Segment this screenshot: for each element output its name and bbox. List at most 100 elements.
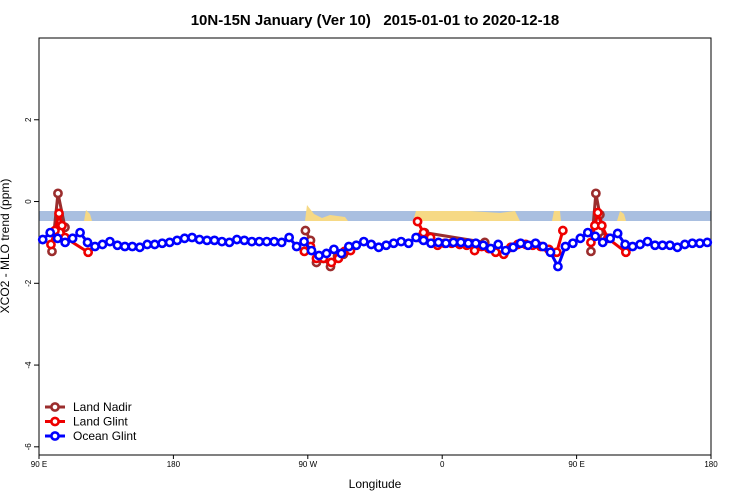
data-point (538, 241, 548, 252)
data-point (575, 233, 586, 244)
data-point (478, 240, 489, 251)
land-patch (413, 211, 520, 221)
data-point (441, 238, 451, 249)
x-axis-label: Longitude (349, 477, 402, 491)
data-point (687, 238, 698, 249)
data-point (217, 236, 227, 247)
data-point (321, 248, 332, 259)
data-point (557, 225, 568, 236)
x-tick-label: 90 E (31, 460, 47, 469)
data-point (650, 240, 660, 251)
land-mask (39, 205, 711, 221)
y-tick-label: 2 (24, 117, 33, 122)
data-point (702, 237, 713, 248)
x-tick-label: 0 (440, 460, 445, 469)
data-point (567, 238, 578, 249)
data-point (418, 235, 429, 246)
data-point (412, 216, 423, 227)
data-point (300, 225, 311, 236)
data-point (82, 237, 93, 248)
data-point (209, 235, 220, 246)
data-point (67, 233, 78, 244)
data-point (627, 241, 638, 252)
y-tick-label: -4 (24, 361, 33, 369)
data-point (515, 238, 526, 249)
data-point (105, 236, 115, 247)
data-point (112, 240, 123, 251)
data-point (403, 238, 414, 249)
data-point (134, 242, 145, 253)
data-point (60, 237, 71, 248)
x-tick-label: 90 W (298, 460, 317, 469)
data-point (612, 228, 623, 239)
data-point (590, 188, 601, 199)
data-point (45, 227, 56, 238)
data-point (642, 236, 653, 247)
data-point (500, 245, 511, 256)
data-point (620, 239, 631, 250)
data-point (694, 238, 705, 249)
legend-marker (50, 402, 60, 412)
data-point (553, 261, 563, 272)
data-point (586, 246, 596, 257)
data-point (523, 240, 533, 251)
data-point (396, 236, 407, 247)
data-point (329, 244, 339, 255)
data-point (164, 237, 175, 248)
data-point (426, 238, 436, 249)
data-point (605, 233, 616, 244)
data-point (149, 239, 160, 250)
data-point (351, 240, 362, 251)
data-point (358, 236, 369, 247)
data-point (194, 234, 205, 245)
ocean-band (39, 211, 711, 221)
legend-label: Land Nadir (73, 400, 132, 414)
data-point (508, 242, 519, 253)
data-point (381, 240, 392, 251)
data-point (269, 236, 280, 247)
land-patch (305, 205, 348, 221)
legend-marker (50, 416, 60, 427)
data-point (470, 238, 481, 249)
data-point (54, 208, 64, 219)
data-point (418, 227, 429, 238)
data-point (37, 234, 48, 245)
data-point (231, 234, 242, 245)
data-point (373, 242, 384, 253)
data-point (254, 236, 265, 247)
data-point (493, 239, 504, 250)
data-point (620, 247, 631, 258)
data-point (596, 220, 607, 231)
legend-label: Ocean Glint (73, 429, 137, 443)
x-tick-label: 90 E (568, 460, 584, 469)
data-point (224, 237, 235, 248)
data-point (665, 240, 675, 251)
land-patch (84, 210, 92, 221)
data-point (90, 241, 100, 252)
data-point (119, 241, 130, 252)
data-point (586, 237, 596, 248)
data-point (366, 239, 377, 250)
data-point (560, 241, 571, 252)
chart-title: 10N-15N January (Ver 10) 2015-01-01 to 2… (191, 12, 560, 29)
data-point (326, 257, 337, 268)
data-point (97, 239, 108, 250)
y-tick-label: -6 (24, 443, 33, 451)
data-point (46, 239, 56, 250)
x-tick-label: 180 (704, 460, 718, 469)
data-point (83, 247, 94, 258)
data-point (411, 232, 421, 243)
data-point (53, 188, 63, 199)
data-point (336, 248, 347, 259)
data-point (545, 247, 556, 258)
y-tick-label: -2 (24, 279, 33, 287)
data-point (343, 241, 354, 252)
data-point (52, 233, 63, 244)
y-tick-label: 0 (24, 199, 33, 204)
data-point (179, 233, 190, 244)
data-point (157, 238, 168, 249)
data-point (57, 220, 67, 231)
data-point (433, 237, 444, 248)
